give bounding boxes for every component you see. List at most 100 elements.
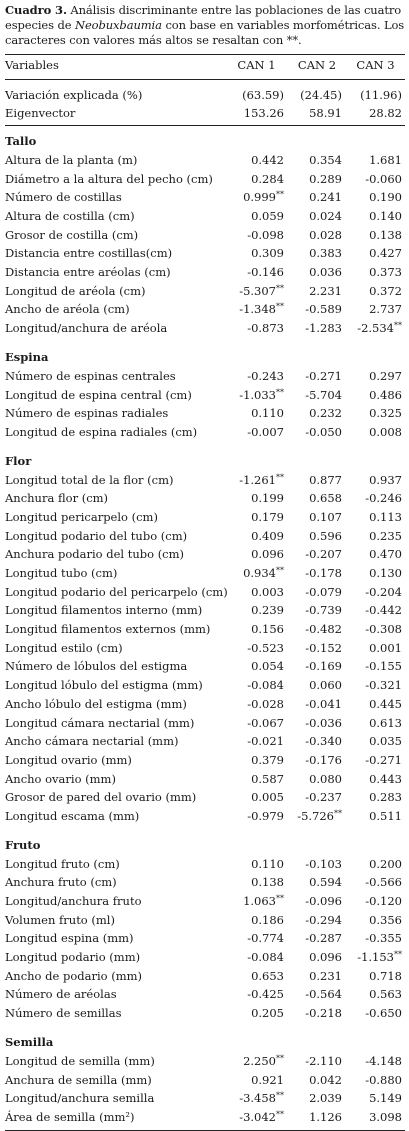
cell-can1: 0.934**: [243, 566, 284, 581]
row-label: Ancho ovario (mm): [5, 771, 116, 786]
cell-can3: 0.200: [369, 856, 402, 871]
section-title: Espina: [5, 350, 49, 364]
table-row-espina-longitud-de-espina-radiales-cm: Longitud de espina radiales (cm) -0.007 -0…: [5, 423, 405, 442]
cell-can2: -0.041: [305, 696, 342, 711]
table-row-fruto-anchura-fruto-cm: Anchura fruto (cm) 0.138 0.594 -0.566: [5, 874, 405, 893]
cell-can2: 0.107: [309, 509, 342, 524]
row-label: Grosor de pared del ovario (mm): [5, 790, 197, 805]
cell-can1: 0.409: [251, 528, 284, 543]
cell-can2: 0.036: [309, 265, 342, 280]
table-row-tallo-numero-de-costillas: Número de costillas 0.999** 0.241 0.190: [5, 189, 405, 208]
row-label: Ancho de aréola (cm): [5, 302, 130, 317]
cell-can2: 0.080: [309, 771, 342, 786]
row-label: Longitud podario del tubo (cm): [5, 528, 188, 543]
cell-can1: -0.021: [247, 734, 284, 749]
table-row-flor-longitud-pericarpelo-cm: Longitud pericarpelo (cm) 0.179 0.107 0.113: [5, 508, 405, 527]
cell-can2: -0.103: [305, 856, 342, 871]
table-row-flor-numero-de-lobulos-del-estigma: Número de lóbulos del estigma 0.054 -0.169…: [5, 658, 405, 677]
row-label: Número de espinas centrales: [5, 368, 176, 383]
section-title: Fruto: [5, 837, 41, 852]
cell-can1: -3.042**: [239, 1109, 284, 1124]
table-row-fruto-longitud-anchura-fruto: Longitud/anchura fruto 1.063** -0.096 -0.12…: [5, 892, 405, 911]
row-label: Anchura de semilla (mm): [5, 1072, 152, 1087]
spacer: [5, 338, 405, 348]
spacer: [5, 1023, 405, 1033]
cell-can1: -0.007: [247, 424, 284, 439]
cell-can2: 0.658: [309, 491, 342, 506]
table-row-fruto-ancho-de-podario-mm: Ancho de podario (mm) 0.653 0.231 0.718: [5, 967, 405, 986]
cell-can3: 0.325: [369, 406, 402, 421]
cell-can3: -0.442: [365, 603, 402, 618]
cell-can2: -0.340: [305, 734, 342, 749]
cell-can1: 0.179: [251, 509, 284, 524]
cell-can1: -0.067: [247, 715, 284, 730]
row-label: Longitud de aréola (cm): [5, 283, 146, 298]
cell-can1: 0.442: [251, 152, 284, 167]
significance-marker: **: [276, 190, 284, 200]
cell-can3: 0.427: [369, 246, 402, 261]
header-variables: Variables: [5, 58, 59, 73]
table-row-flor-longitud-podario-del-tubo-cm: Longitud podario del tubo (cm) 0.409 0.596…: [5, 527, 405, 546]
row-label: Longitud ovario (mm): [5, 752, 132, 767]
table-row-flor-longitud-filamentos-externos-mm: Longitud filamentos externos (mm) 0.156 -0…: [5, 621, 405, 640]
table-row-semilla-anchura-de-semilla-mm: Anchura de semilla (mm) 0.921 0.042 -0.880: [5, 1071, 405, 1090]
significance-marker: **: [394, 950, 402, 960]
row-label: Longitud escama (mm): [5, 808, 140, 823]
caption-label: Cuadro 3.: [5, 3, 67, 17]
cell-can3: -0.355: [365, 931, 402, 946]
table-row-flor-longitud-ovario-mm: Longitud ovario (mm) 0.379 -0.176 -0.271: [5, 751, 405, 770]
cell-can2: 0.596: [309, 528, 342, 543]
cell-can3: 0.718: [369, 968, 402, 983]
cell-can2: -0.564: [305, 987, 342, 1002]
table-caption: Cuadro 3. Análisis discriminante entre l…: [5, 3, 405, 48]
table-row-flor-ancho-camara-nectarial-mm: Ancho cámara nectarial (mm) -0.021 -0.340 0…: [5, 733, 405, 752]
row-label: Longitud podario del pericarpelo (cm): [5, 584, 228, 599]
cell-can1: 1.063**: [243, 894, 284, 909]
header-can3: CAN 3: [356, 58, 395, 73]
table-row-tallo-altura-de-costilla-cm: Altura de costilla (cm) 0.059 0.024 0.140: [5, 207, 405, 226]
section-header-espina: Espina: [5, 348, 405, 367]
table-row-flor-longitud-escama-mm: Longitud escama (mm) -0.979 -5.726** 0.511: [5, 807, 405, 826]
section-header-semilla: Semilla: [5, 1033, 405, 1052]
cell-can1: -0.243: [247, 368, 284, 383]
spacer: [5, 442, 405, 452]
significance-marker: **: [276, 566, 284, 576]
caption-text-before: Análisis discriminante entre las poblaci…: [5, 3, 402, 32]
significance-marker: **: [276, 1109, 284, 1119]
row-label: Longitud tubo (cm): [5, 566, 118, 581]
cell-can1: -0.084: [247, 678, 284, 693]
table-row-fruto-longitud-podario-mm: Longitud podario (mm) -0.084 0.096 -1.153**: [5, 949, 405, 968]
cell-can3: 0.563: [369, 987, 402, 1002]
cell-can3: -0.566: [365, 875, 402, 890]
row-label: Longitud filamentos externos (mm): [5, 622, 211, 637]
row-label: Longitud espina (mm): [5, 931, 134, 946]
table-row-flor-ancho-lobulo-del-estigma-mm: Ancho lóbulo del estigma (mm) -0.028 -0.04…: [5, 695, 405, 714]
cell-can2: -0.079: [305, 584, 342, 599]
cell-can2: -0.050: [305, 424, 342, 439]
cell-can3: 0.113: [369, 509, 402, 524]
row-label: Eigenvector: [5, 106, 76, 121]
cell-can3: 0.486: [369, 387, 402, 402]
row-label: Distancia entre costillas(cm): [5, 246, 173, 261]
cell-can3: 0.470: [369, 547, 402, 562]
table-row-flor-longitud-total-de-la-flor-cm: Longitud total de la flor (cm) -1.261** 0.…: [5, 471, 405, 490]
cell-can3: 0.190: [369, 190, 402, 205]
cell-can1: 0.096: [251, 547, 284, 562]
section-title: Tallo: [5, 134, 37, 149]
cell-can1: 0.003: [251, 584, 284, 599]
discriminant-table-sections: Tallo Altura de la planta (m) 0.442 0.354 1.…: [5, 126, 405, 1127]
table-row-flor-longitud-tubo-cm: Longitud tubo (cm) 0.934** -0.178 0.130: [5, 564, 405, 583]
table-row-fruto-volumen-fruto-ml: Volumen fruto (ml) 0.186 -0.294 0.356: [5, 911, 405, 930]
row-label: Anchura flor (cm): [5, 491, 109, 506]
cell-can3: -0.204: [365, 584, 402, 599]
cell-can3: -1.153**: [357, 950, 402, 965]
significance-marker: **: [334, 808, 342, 818]
cell-can1: 0.054: [251, 659, 284, 674]
cell-can3: 0.372: [369, 283, 402, 298]
cell-can3: 3.098: [369, 1109, 402, 1124]
cell-can1: 0.239: [251, 603, 284, 618]
cell-can2: 0.354: [309, 152, 342, 167]
top-rule: [5, 54, 405, 55]
cell-can1: -0.146: [247, 265, 284, 280]
caption-genus: Neobuxbaumia: [74, 18, 162, 32]
